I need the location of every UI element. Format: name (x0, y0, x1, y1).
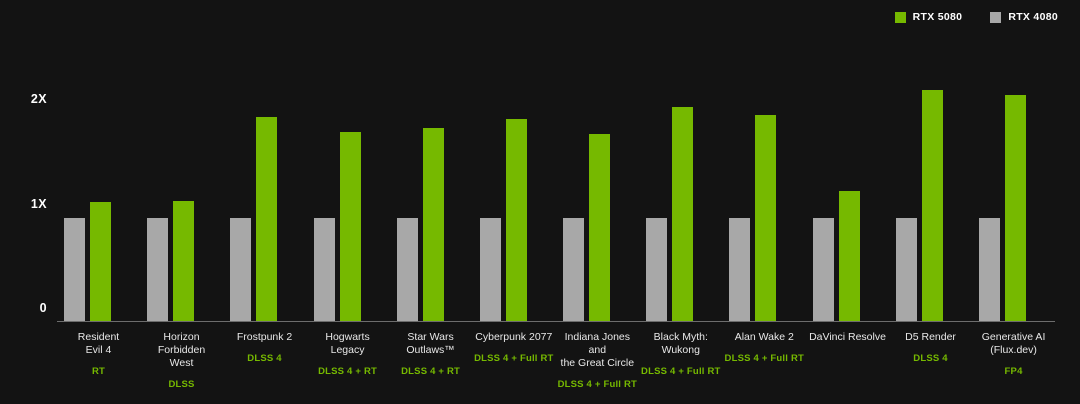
x-category-name: Resident Evil 4 (77, 331, 120, 356)
bar-rtx-5080 (1004, 95, 1026, 322)
x-label-column: D5 Render DLSS 4 (889, 331, 972, 401)
x-category-tag: DLSS 4 (247, 353, 282, 364)
bar-group (473, 66, 556, 322)
x-category-name: Star Wars Outlaws™ (406, 331, 455, 356)
x-axis-labels: Resident Evil 4 RT Horizon Forbidden West D… (57, 331, 1055, 401)
x-label-column: Resident Evil 4 RT (57, 331, 140, 401)
bar-rtx-5080 (173, 200, 195, 322)
plot-area: 0 1X 2X (31, 66, 1055, 322)
bar-group (390, 66, 473, 322)
bar-rtx-5080 (755, 115, 777, 322)
chart-legend: RTX 5080 RTX 4080 (894, 8, 1058, 26)
x-category-tag: DLSS 4 + Full RT (557, 379, 638, 390)
x-category-name: Black Myth: Wukong (653, 331, 708, 356)
x-category-tag: DLSS 4 + RT (318, 366, 378, 377)
x-category-tag: DLSS 4 + Full RT (641, 366, 721, 377)
y-tick-label: 1X (30, 196, 47, 211)
x-label-column: Black Myth: Wukong DLSS 4 + Full RT (639, 331, 722, 401)
x-label-column: Hogwarts Legacy DLSS 4 + RT (306, 331, 389, 401)
bar-rtx-4080 (895, 217, 917, 322)
bar-rtx-4080 (646, 217, 668, 322)
legend-label-rtx-4080: RTX 4080 (1008, 11, 1058, 23)
x-label-column: Frostpunk 2 DLSS 4 (223, 331, 306, 401)
bar-rtx-4080 (230, 217, 252, 322)
x-category-name: Frostpunk 2 (236, 331, 293, 343)
x-category-name: Horizon Forbidden West (157, 331, 206, 369)
x-category-name: Cyberpunk 2077 (475, 331, 553, 343)
x-category-name: Hogwarts Legacy (325, 331, 370, 356)
bar-rtx-4080 (563, 217, 585, 322)
x-category-tag: FP4 (1004, 366, 1023, 377)
bar-group (140, 66, 223, 322)
bar-rtx-5080 (838, 191, 860, 322)
bar-rtx-4080 (64, 217, 85, 322)
legend-label-rtx-5080: RTX 5080 (912, 11, 963, 23)
x-category-name: Indiana Jones and the Great Circle (560, 331, 635, 369)
bar-rtx-4080 (313, 217, 335, 322)
x-label-column: Cyberpunk 2077 DLSS 4 + Full RT (472, 331, 555, 401)
x-label-column: Alan Wake 2 DLSS 4 + Full RT (723, 331, 806, 401)
bar-rtx-5080 (672, 106, 694, 322)
x-category-tag: DLSS 4 + RT (401, 366, 461, 377)
x-category-tag: DLSS 4 (913, 353, 948, 364)
bar-rtx-4080 (479, 217, 501, 322)
bar-rtx-4080 (729, 217, 751, 322)
x-label-column: Horizon Forbidden West DLSS (140, 331, 223, 401)
x-category-tag: DLSS 4 + Full RT (474, 353, 554, 364)
gray-square-icon (990, 11, 1002, 23)
bar-group (972, 66, 1055, 322)
bar-group (889, 66, 972, 322)
x-category-name: Alan Wake 2 (734, 331, 794, 343)
y-tick-label: 2X (30, 92, 47, 107)
bar-rtx-4080 (978, 217, 1000, 322)
x-label-column: Star Wars Outlaws™ DLSS 4 + RT (389, 331, 472, 401)
x-category-name: Generative AI (Flux.dev) (981, 331, 1046, 356)
bar-rtx-5080 (921, 90, 943, 322)
bar-group (639, 66, 722, 322)
bar-rtx-4080 (812, 217, 834, 322)
bar-rtx-5080 (339, 131, 361, 322)
bar-group (223, 66, 306, 322)
bar-group (57, 66, 140, 322)
bar-group (307, 66, 390, 322)
x-category-tag: DLSS 4 + Full RT (724, 353, 805, 364)
bar-rtx-5080 (422, 127, 444, 322)
bar-group (806, 66, 889, 322)
bar-rtx-5080 (589, 133, 611, 322)
bar-rtx-4080 (396, 217, 418, 322)
bar-group (722, 66, 805, 322)
x-axis-line (57, 321, 1055, 322)
legend-entry-rtx-5080: RTX 5080 (894, 11, 963, 23)
legend-entry-rtx-4080: RTX 4080 (990, 11, 1058, 23)
y-tick-label: 0 (39, 301, 47, 315)
bar-rtx-4080 (147, 217, 169, 322)
x-category-tag: RT (91, 366, 106, 377)
x-label-column: Generative AI (Flux.dev) FP4 (972, 331, 1055, 401)
green-square-icon (894, 11, 906, 23)
x-label-column: Indiana Jones and the Great Circle DLSS 4… (556, 331, 639, 401)
bar-groups (57, 66, 1055, 322)
bar-rtx-5080 (90, 201, 111, 322)
x-category-tag: DLSS (168, 379, 195, 390)
bar-group (556, 66, 639, 322)
x-category-name: DaVinci Resolve (809, 331, 886, 343)
bar-rtx-5080 (505, 119, 527, 322)
x-category-name: D5 Render (905, 331, 956, 343)
bar-rtx-5080 (256, 117, 278, 322)
x-label-column: DaVinci Resolve (806, 331, 889, 401)
